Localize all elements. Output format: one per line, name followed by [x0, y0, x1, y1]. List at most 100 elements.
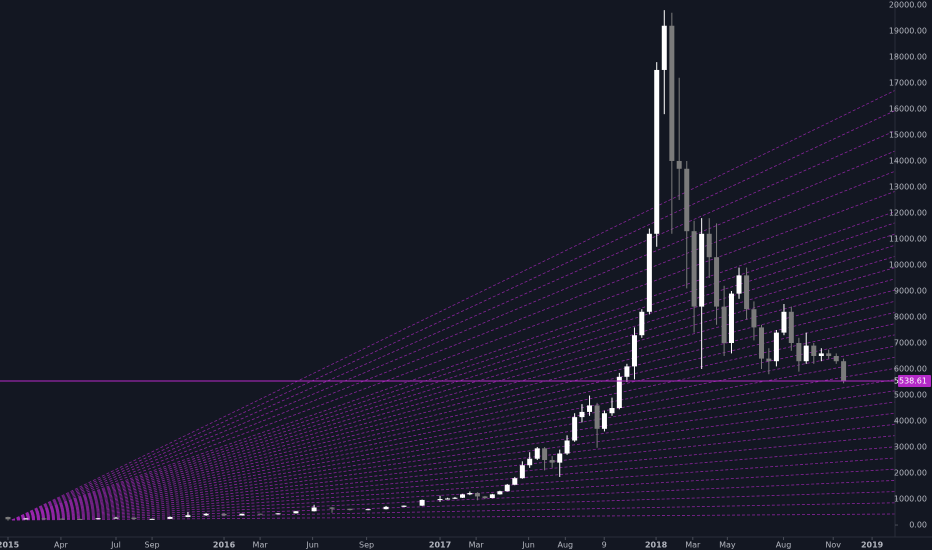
y-tick-label: 16000.00 — [889, 104, 927, 113]
fan-line — [11, 412, 896, 521]
candle-body — [460, 494, 466, 498]
candle-body — [41, 518, 47, 520]
y-tick-label: 11000.00 — [889, 234, 927, 243]
candle-body — [758, 327, 764, 359]
candle-body — [728, 293, 734, 344]
candle-body — [445, 498, 451, 500]
candle-body — [796, 343, 802, 362]
fan-line — [11, 267, 896, 521]
candle-body — [77, 518, 83, 520]
candle-body — [736, 275, 742, 294]
candle-body — [519, 465, 525, 479]
x-tick-label: Mar — [685, 541, 701, 550]
y-tick-label: 15000.00 — [889, 130, 927, 139]
candle-body — [639, 311, 645, 336]
fan-line — [11, 90, 896, 521]
y-tick-label: 17000.00 — [889, 78, 927, 87]
candle-body — [419, 499, 425, 506]
candle-body — [788, 311, 794, 344]
candle-body — [691, 231, 697, 307]
y-tick-label: 13000.00 — [889, 182, 927, 191]
fan-line — [11, 457, 896, 521]
fan-line — [11, 435, 896, 521]
candle-body — [452, 497, 458, 499]
candle-body — [365, 509, 371, 511]
fan-line — [11, 211, 896, 521]
candle-body — [609, 408, 615, 414]
candle-body — [482, 496, 488, 498]
x-tick-label: 2017 — [429, 541, 451, 550]
y-tick-label: 1000.00 — [894, 495, 927, 504]
candle-body — [23, 518, 29, 520]
y-tick-label: 20000.00 — [889, 0, 927, 9]
fan-line — [11, 502, 896, 521]
candle-body — [706, 233, 712, 258]
fan-line — [11, 401, 896, 521]
y-tick-label: 9000.00 — [894, 286, 927, 295]
candle-body — [95, 518, 101, 520]
fan-line — [11, 334, 896, 521]
fan-line — [11, 300, 896, 521]
fan-line — [11, 323, 896, 521]
fan-line — [11, 191, 896, 521]
candle-body — [542, 448, 548, 461]
candle-body — [826, 353, 832, 357]
candle-body — [437, 499, 443, 501]
fan-line — [11, 312, 896, 521]
candle-body — [833, 356, 839, 362]
candle-body — [5, 516, 11, 520]
x-tick-label: 9 — [602, 541, 607, 550]
fan-line — [11, 491, 896, 521]
x-tick-label: Aug — [558, 541, 574, 550]
fan-line — [11, 390, 896, 521]
candle-body — [221, 513, 227, 516]
candle-body — [601, 413, 607, 429]
last-price-label: 5538.61 — [894, 377, 927, 386]
x-tick-label: Jul — [110, 541, 121, 550]
fan-line — [11, 222, 896, 521]
fan-line — [11, 368, 896, 521]
candle-body — [167, 516, 173, 519]
fan-line — [11, 446, 896, 521]
fan-line — [11, 150, 896, 521]
candle-body — [616, 376, 622, 409]
x-tick-label: Mar — [469, 541, 485, 550]
y-tick-label: 3000.00 — [894, 443, 927, 452]
x-tick-label: Apr — [54, 541, 69, 550]
candle-body — [572, 417, 578, 441]
candle-body — [714, 257, 720, 307]
x-tick-label: 2019 — [861, 541, 884, 550]
candle-body — [803, 345, 809, 362]
candle-body — [311, 507, 317, 512]
candle-body — [347, 508, 353, 511]
x-tick-label: Mar — [253, 541, 269, 550]
y-tick-label: 4000.00 — [894, 417, 927, 426]
candle-body — [185, 515, 191, 517]
fan-line — [11, 513, 896, 521]
fan-lines — [11, 90, 896, 521]
x-tick-label: 2015 — [0, 541, 20, 550]
candle-body — [587, 405, 593, 412]
candle-body — [744, 275, 750, 310]
candle-body — [751, 309, 757, 328]
candle-body — [818, 353, 824, 357]
candle-body — [497, 491, 503, 495]
candle-body — [699, 233, 705, 307]
y-tick-label: 2000.00 — [894, 469, 927, 478]
x-tick-label: Jun — [521, 541, 535, 550]
candle-body — [646, 233, 652, 312]
candle-body — [239, 513, 245, 516]
y-tick-label: 0.00 — [909, 521, 927, 530]
fan-line — [11, 130, 896, 521]
candle-body — [512, 478, 518, 485]
candle-body — [149, 518, 155, 520]
x-tick-label: Aug — [776, 541, 792, 550]
candle-body — [654, 69, 660, 234]
fan-line — [11, 278, 896, 521]
x-tick-label: Nov — [825, 541, 841, 550]
x-tick-label: Sep — [359, 541, 374, 550]
y-tick-label: 12000.00 — [889, 208, 927, 217]
y-tick-label: 7000.00 — [894, 339, 927, 348]
